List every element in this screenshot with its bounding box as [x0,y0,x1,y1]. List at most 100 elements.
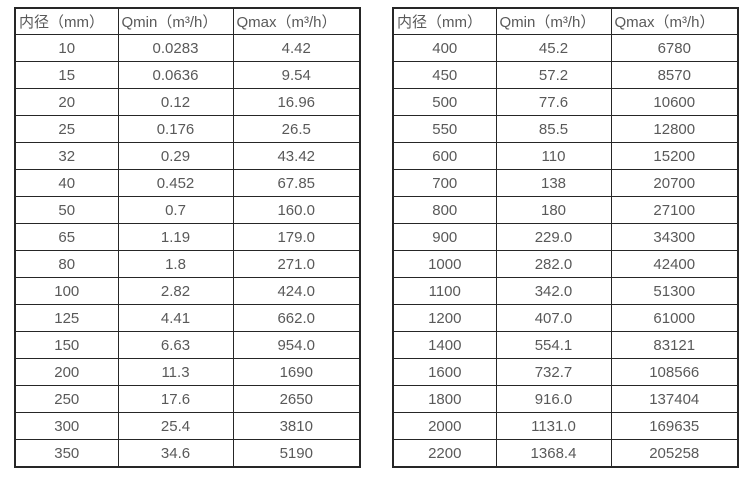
table-row: 25 0.176 26.5 [14,115,361,143]
table-row: 1100 342.0 51300 [392,277,739,305]
table-row: 800 180 27100 [392,196,739,224]
table-row: 150 6.63 954.0 [14,331,361,359]
table-cell: 916.0 [495,385,612,413]
table-row: 10 0.0283 4.42 [14,34,361,62]
table-cell: 1600 [392,358,497,386]
table-cell: 179.0 [232,223,361,251]
table-cell: 2650 [232,385,361,413]
table-cell: 169635 [610,412,739,440]
table-cell: 300 [14,412,119,440]
table-cell: 1368.4 [495,439,612,468]
column-header-diameter: 内径（mm） [392,7,497,35]
table-cell: 600 [392,142,497,170]
table-row: 1600 732.7 108566 [392,358,739,386]
table-cell: 0.0636 [117,61,234,89]
table-cell: 1.8 [117,250,234,278]
table-row: 2000 1131.0 169635 [392,412,739,440]
table-cell: 8570 [610,61,739,89]
table-row: 1800 916.0 137404 [392,385,739,413]
table-row: 1000 282.0 42400 [392,250,739,278]
table-cell: 180 [495,196,612,224]
table-row: 1200 407.0 61000 [392,304,739,332]
table-cell: 205258 [610,439,739,468]
table-cell: 57.2 [495,61,612,89]
table-cell: 80 [14,250,119,278]
table-cell: 61000 [610,304,739,332]
table-cell: 137404 [610,385,739,413]
table-cell: 500 [392,88,497,116]
table-cell: 200 [14,358,119,386]
table-row: 700 138 20700 [392,169,739,197]
table-cell: 424.0 [232,277,361,305]
table-cell: 1.19 [117,223,234,251]
table-cell: 125 [14,304,119,332]
table-cell: 10600 [610,88,739,116]
table-cell: 108566 [610,358,739,386]
table-row: 250 17.6 2650 [14,385,361,413]
table-cell: 662.0 [232,304,361,332]
table-row: 32 0.29 43.42 [14,142,361,170]
column-header-diameter: 内径（mm） [14,7,119,35]
table-cell: 800 [392,196,497,224]
table-cell: 1690 [232,358,361,386]
table-row: 450 57.2 8570 [392,61,739,89]
table-cell: 25 [14,115,119,143]
table-cell: 900 [392,223,497,251]
table-row: 600 110 15200 [392,142,739,170]
table-row: 350 34.6 5190 [14,439,361,468]
table-cell: 6.63 [117,331,234,359]
table-cell: 83121 [610,331,739,359]
table-cell: 1100 [392,277,497,305]
table-cell: 42400 [610,250,739,278]
table-cell: 100 [14,277,119,305]
table-cell: 3810 [232,412,361,440]
table-cell: 1000 [392,250,497,278]
spec-tables-container: 内径（mm） Qmin（m³/h） Qmax（m³/h） 10 0.0283 4.4… [14,7,739,468]
table-cell: 85.5 [495,115,612,143]
table-cell: 0.452 [117,169,234,197]
table-cell: 43.42 [232,142,361,170]
table-cell: 1131.0 [495,412,612,440]
table-cell: 450 [392,61,497,89]
table-cell: 138 [495,169,612,197]
table-cell: 407.0 [495,304,612,332]
table-cell: 50 [14,196,119,224]
table-cell: 11.3 [117,358,234,386]
table-row: 65 1.19 179.0 [14,223,361,251]
table-cell: 1800 [392,385,497,413]
table-cell: 4.42 [232,34,361,62]
table-cell: 40 [14,169,119,197]
table-cell: 282.0 [495,250,612,278]
table-cell: 160.0 [232,196,361,224]
table-cell: 2200 [392,439,497,468]
table-row: 900 229.0 34300 [392,223,739,251]
table-row: 20 0.12 16.96 [14,88,361,116]
table-cell: 0.0283 [117,34,234,62]
table-cell: 77.6 [495,88,612,116]
table-cell: 2000 [392,412,497,440]
table-cell: 1200 [392,304,497,332]
table-cell: 400 [392,34,497,62]
table-cell: 110 [495,142,612,170]
table-cell: 10 [14,34,119,62]
table-cell: 5190 [232,439,361,468]
table-cell: 9.54 [232,61,361,89]
table-row: 300 25.4 3810 [14,412,361,440]
table-cell: 34.6 [117,439,234,468]
table-cell: 0.29 [117,142,234,170]
spec-table-right: 内径（mm） Qmin（m³/h） Qmax（m³/h） 400 45.2 6780… [392,7,739,468]
table-row: 2200 1368.4 205258 [392,439,739,468]
table-row: 80 1.8 271.0 [14,250,361,278]
table-cell: 17.6 [117,385,234,413]
table-cell: 250 [14,385,119,413]
table-cell: 32 [14,142,119,170]
table-cell: 65 [14,223,119,251]
table-row: 200 11.3 1690 [14,358,361,386]
spec-table-left: 内径（mm） Qmin（m³/h） Qmax（m³/h） 10 0.0283 4.4… [14,7,361,468]
table-cell: 6780 [610,34,739,62]
table-cell: 150 [14,331,119,359]
table-row: 1400 554.1 83121 [392,331,739,359]
table-cell: 51300 [610,277,739,305]
table-row: 15 0.0636 9.54 [14,61,361,89]
table-cell: 554.1 [495,331,612,359]
